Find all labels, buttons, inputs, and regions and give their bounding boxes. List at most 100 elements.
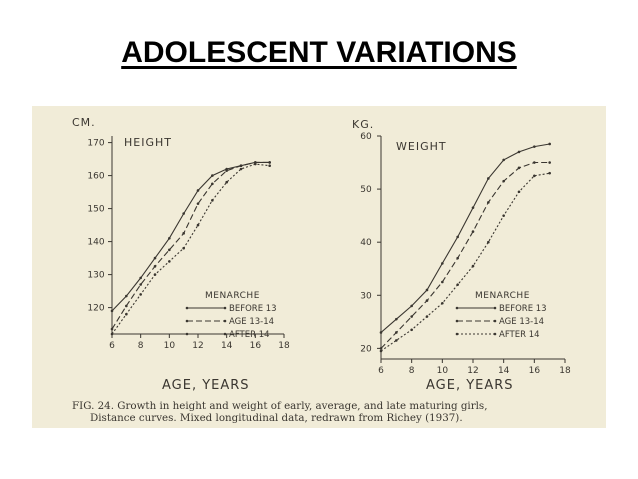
weight-y-tick-label: 50 [360,185,372,195]
weight-legend-label-2: AGE 13-14 [499,317,544,327]
height-legend-marker [223,332,227,336]
height-data-point [211,182,214,186]
weight-legend-marker [455,319,459,323]
weight-data-point [456,235,459,239]
height-legend-label-3: AFTER 14 [229,330,270,340]
weight-series-line-3 [380,172,550,352]
weight-data-point [379,349,383,353]
height-series-line-2 [111,161,270,330]
height-data-point [225,180,228,184]
weight-data-point [487,201,490,204]
height-data-point [225,169,228,172]
weight-x-tick-label: 14 [498,366,510,376]
weight-data-point [487,177,490,180]
height-y-tick-label: 170 [87,139,104,149]
height-chart: 120 130 140 150 160 170 6 8 10 12 14 16 18 CM. HEIGHT A… [72,116,290,393]
weight-legend-marker [455,332,459,336]
height-data-point [211,199,214,202]
weight-data-point [410,328,413,332]
height-data-point [168,248,171,252]
weight-data-point [487,240,490,244]
height-data-point [153,273,157,276]
weight-data-point [502,214,505,217]
height-data-point [182,212,185,215]
weight-data-point [410,315,413,318]
weight-data-point [548,142,551,146]
weight-data-point [395,339,398,342]
height-x-tick-label: 6 [109,341,115,351]
weight-x-tick-label: 16 [529,366,541,376]
growth-charts: 120 130 140 150 160 170 6 8 10 12 14 16 18 CM. HEIGHT A… [72,116,571,424]
height-legend-label-1: BEFORE 13 [229,304,277,314]
height-legend-title: MENARCHE [205,291,260,301]
height-legend-label-2: AGE 13-14 [229,317,274,327]
height-data-point [125,312,128,316]
weight-data-point [395,331,398,334]
height-data-point [182,232,185,235]
weight-data-point [410,304,413,308]
weight-data-point [395,317,398,321]
height-data-point [110,332,114,336]
weight-data-point [517,166,521,170]
height-data-point [168,237,171,240]
weight-data-point [502,158,505,162]
weight-data-point [548,161,551,164]
figure-caption-line1: FIG. 24. Growth in height and weight of … [72,400,487,412]
height-unit-label: CM. [72,116,96,129]
weight-legend-marker [493,319,497,323]
height-legend-marker [185,319,189,323]
weight-data-point [456,256,459,260]
height-data-point [125,304,128,308]
height-y-tick-label: 150 [87,205,104,215]
height-x-tick-label: 14 [221,341,233,351]
weight-data-point [471,230,475,233]
height-data-point [254,162,257,166]
height-data-point [153,256,157,260]
height-data-point [196,223,200,227]
height-data-point [110,327,114,331]
height-series-line-3 [111,163,270,335]
figure-scan: 120 130 140 150 160 170 6 8 10 12 14 16 18 CM. HEIGHT A… [32,106,606,428]
height-data-point [182,246,185,250]
height-x-tick-label: 10 [164,341,176,351]
height-data-point [268,164,271,167]
height-x-tick-label: 18 [278,341,290,351]
weight-x-axis-label: AGE, YEARS [426,378,514,393]
weight-data-point [517,150,521,154]
weight-y-tick-label: 40 [360,238,372,248]
height-data-point [153,265,157,268]
weight-legend-title: MENARCHE [475,291,530,301]
weight-legend-marker [493,332,497,336]
weight-data-point [379,331,383,334]
height-legend-marker [185,306,189,310]
height-data-point [268,161,271,164]
height-x-tick-label: 8 [138,341,144,351]
weight-legend-label-3: AFTER 14 [499,330,540,340]
weight-chart: 20 30 40 50 60 6 8 10 12 14 16 18 KG. WEIGHT AGE, YEAR… [352,118,571,393]
height-data-point [139,293,142,296]
height-data-point [110,309,114,313]
weight-series-line-2 [380,161,550,349]
weight-data-point [533,161,536,164]
height-legend-marker [185,332,189,336]
height-data-point [139,283,142,286]
height-data-point [125,294,128,298]
weight-data-point [533,174,536,178]
weight-x-tick-label: 18 [559,366,571,376]
height-data-point [239,167,243,171]
height-x-tick-label: 12 [192,341,203,351]
weight-x-tick-label: 12 [467,366,478,376]
figure-caption-line2: Distance curves. Mixed longitudinal data… [90,412,463,424]
weight-data-point [533,145,536,148]
height-y-tick-label: 160 [87,172,104,182]
height-data-point [239,164,243,167]
weight-data-point [379,347,383,350]
weight-data-point [502,179,505,183]
weight-chart-title: WEIGHT [396,140,447,153]
weight-x-tick-label: 6 [378,366,384,376]
weight-unit-label: KG. [352,118,374,131]
height-data-point [139,276,142,280]
weight-y-tick-label: 30 [360,291,372,301]
weight-data-point [425,299,429,302]
weight-data-point [548,171,551,175]
